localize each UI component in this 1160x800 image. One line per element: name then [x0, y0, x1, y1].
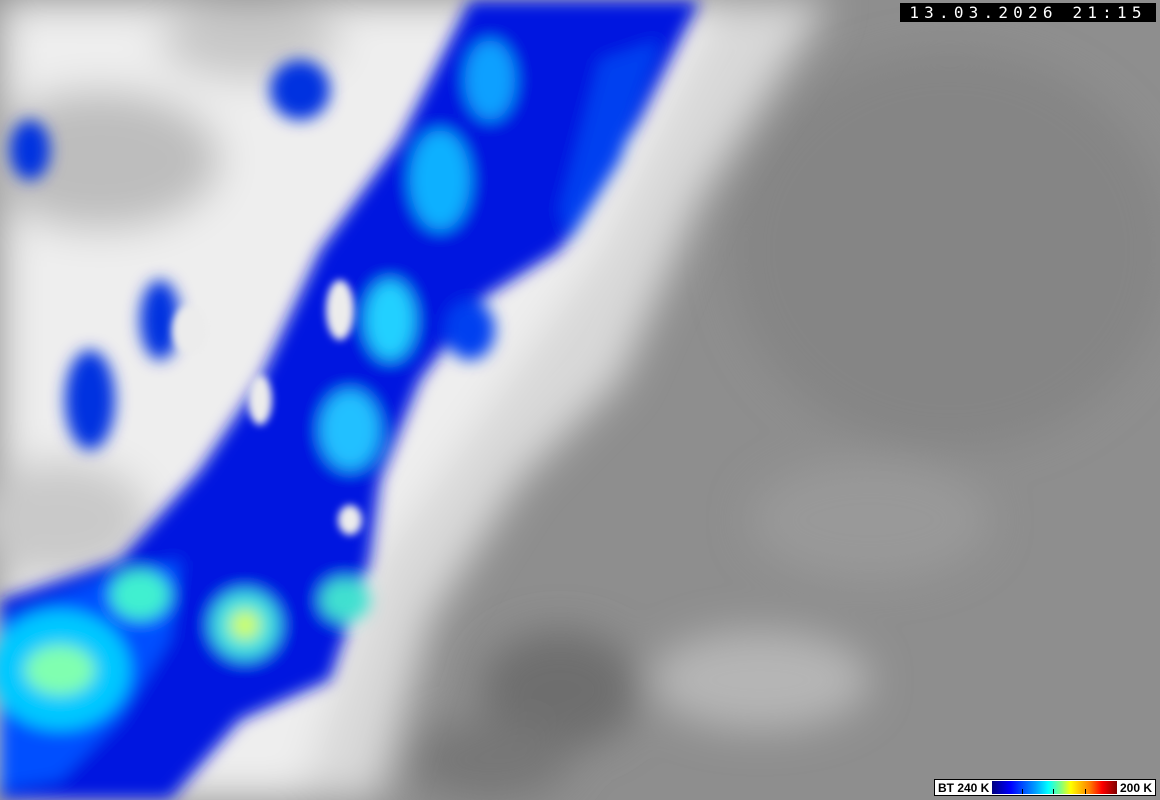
terrain-texture: [410, 50, 1160, 800]
cloud-gaps: [172, 280, 362, 535]
legend-right-label: 200 K: [1119, 780, 1152, 795]
cold-cloud-tops: [0, 0, 700, 800]
legend-color-bar: [992, 781, 1117, 794]
brightness-temperature-legend: BT 240 K 200 K: [934, 779, 1156, 796]
legend-tick: [1084, 789, 1086, 794]
legend-tick: [1053, 789, 1055, 794]
legend-tick: [1022, 789, 1024, 794]
timestamp: 13.03.2026 21:15: [900, 3, 1156, 22]
legend-left-label: BT 240 K: [938, 780, 990, 795]
